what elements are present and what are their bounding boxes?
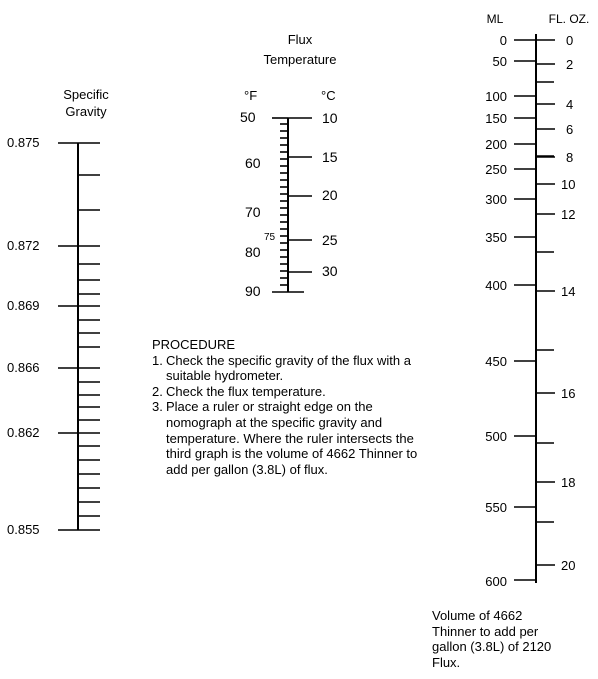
sg-label-0869: 0.869 [7,298,40,313]
vol-ml-label-100: 100 [485,89,507,104]
procedure-steps: 1. Check the specific gravity of the flux… [152,353,442,478]
temp-f-label-90: 90 [245,283,261,299]
sg-label-0866: 0.866 [7,360,40,375]
vol-floz-label-16: 16 [561,386,575,401]
vol-floz-label-6: 6 [566,122,573,137]
sg-label-0875: 0.875 [7,135,40,150]
temp-ticks [272,117,312,293]
temp-c-label-20: 20 [322,187,338,203]
procedure-step-2-text: Check the flux temperature. [166,383,326,399]
procedure-step-3-number: 3. [152,399,163,415]
procedure-step-2: 2. Check the flux temperature. [152,384,442,400]
vol-ml-label-300: 300 [485,192,507,207]
procedure-step-1-text: Check the specific gravity of the flux w… [166,352,411,384]
sg-label-0855: 0.855 [7,522,40,537]
sg-label-0862: 0.862 [7,425,40,440]
procedure-step-3: 3. Place a ruler or straight edge on the … [152,399,442,477]
vol-floz-label-14: 14 [561,284,575,299]
vol-floz-label-8: 8 [566,150,573,165]
temp-c-label-10: 10 [322,110,338,126]
volume-caption-line-4: Flux. [432,654,461,670]
temp-f-label-60: 60 [245,155,261,171]
temp-c-label-30: 30 [322,263,338,279]
procedure-step-2-number: 2. [152,383,163,399]
vol-ml-label-500: 500 [485,429,507,444]
temp-f-label-75: 75 [264,232,276,243]
vol-floz-label-2: 2 [566,57,573,72]
vol-ml-label-250: 250 [485,162,507,177]
vol-ml-label-0: 0 [500,33,507,48]
vol-floz-label-4: 4 [566,97,573,112]
vol-ml-label-550: 550 [485,500,507,515]
sg-ticks [58,142,100,531]
procedure-step-1: 1. Check the specific gravity of the flux… [152,353,442,384]
vol-ml-unit: ML [487,12,504,26]
vol-ml-label-200: 200 [485,137,507,152]
vol-floz-label-18: 18 [561,475,575,490]
volume-caption-line-2: Thinner to add per [432,623,539,639]
vol-ml-label-350: 350 [485,230,507,245]
sg-title-line1: Specific [63,87,109,102]
vol-floz-label-0: 0 [566,33,573,48]
temp-title-line2: Temperature [264,52,337,67]
procedure-step-1-number: 1. [152,352,163,368]
volume-caption-line-3: gallon (3.8L) of 2120 [432,639,552,655]
vol-floz-unit: FL. OZ. [549,12,590,26]
vol-ticks [514,39,555,581]
vol-ml-label-400: 400 [485,278,507,293]
vol-floz-label-12: 12 [561,207,575,222]
vol-floz-label-10: 10 [561,177,575,192]
temp-f-unit: °F [244,88,257,103]
volume-caption: Volume of 4662 Thinner to add per gallon… [432,608,592,670]
vol-ml-label-150: 150 [485,111,507,126]
vol-ml-label-450: 450 [485,354,507,369]
temp-f-label-70: 70 [245,204,261,220]
sg-title-line2: Gravity [65,104,107,119]
temp-c-label-25: 25 [322,232,338,248]
volume-caption-line-1: Volume of 4662 [432,608,523,623]
temp-title-line1: Flux [288,32,313,47]
temp-c-label-15: 15 [322,149,338,165]
temp-f-label-80: 80 [245,244,261,260]
sg-label-0872: 0.872 [7,238,40,253]
temp-c-unit: °C [321,88,336,103]
procedure-step-3-text: Place a ruler or straight edge on the no… [166,399,418,477]
vol-floz-label-20: 20 [561,558,575,573]
vol-ml-label-50: 50 [493,54,507,69]
procedure-block: PROCEDURE 1. Check the specific gravity o… [152,337,442,477]
temp-f-label-50: 50 [240,109,256,125]
procedure-heading: PROCEDURE [152,337,236,352]
vol-ml-label-600: 600 [485,574,507,589]
